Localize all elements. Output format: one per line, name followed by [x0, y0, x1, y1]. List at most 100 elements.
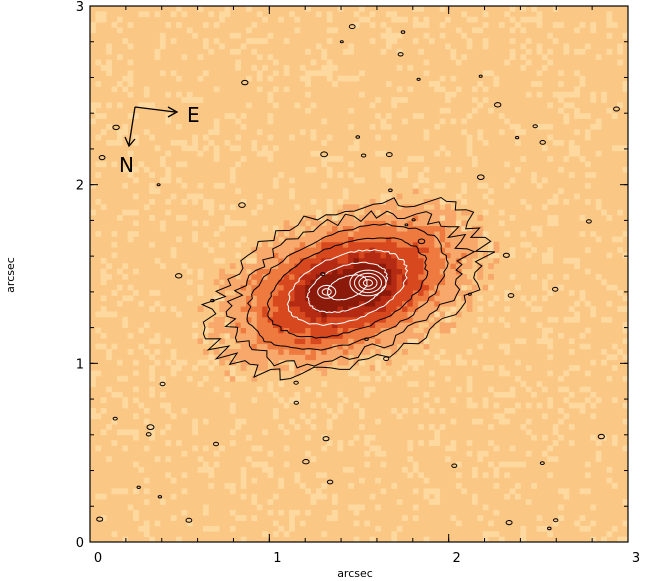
heatmap-cell — [402, 332, 408, 339]
heatmap-cell — [547, 48, 554, 55]
heatmap-cell — [369, 11, 376, 18]
heatmap-cell — [111, 488, 118, 495]
heatmap-cell — [579, 231, 586, 237]
heatmap-cell — [342, 397, 349, 404]
peak-contour — [353, 272, 383, 294]
heatmap-cell — [385, 27, 392, 34]
heatmap-cell — [380, 247, 387, 253]
heatmap-cell — [471, 472, 478, 479]
heatmap-cell — [122, 488, 129, 495]
heatmap-cell — [504, 290, 511, 296]
heatmap-cell — [283, 225, 290, 232]
heatmap-cell — [337, 295, 344, 302]
heatmap-cell — [385, 338, 392, 345]
heatmap-cell — [385, 193, 392, 200]
heatmap-cell — [224, 354, 231, 361]
heatmap-cell — [246, 322, 252, 328]
heatmap-cell — [590, 123, 597, 130]
peak-contour — [317, 284, 337, 299]
heatmap-cell — [90, 375, 96, 382]
heatmap-cell — [235, 338, 242, 345]
heatmap-cell — [428, 295, 435, 302]
heatmap-cell — [262, 274, 268, 280]
heatmap-cell — [407, 209, 414, 216]
heatmap-cell — [611, 354, 618, 361]
heatmap-cell — [439, 295, 446, 302]
heatmap-cell — [385, 284, 392, 291]
heatmap-cell — [294, 359, 301, 366]
heatmap-cell — [235, 284, 242, 291]
heatmap-cell — [272, 359, 279, 366]
heatmap-cell — [310, 456, 317, 462]
x-tick-label: 2 — [453, 551, 461, 566]
heatmap-cell — [315, 11, 322, 18]
heatmap-cell — [563, 386, 570, 393]
heatmap-cell — [396, 311, 403, 318]
heatmap-cell — [391, 215, 398, 221]
heatmap-cell — [396, 338, 403, 345]
heatmap-cell — [445, 311, 451, 318]
heatmap-cell — [466, 38, 473, 44]
heatmap-cell — [235, 332, 242, 339]
heatmap-cell — [315, 236, 322, 243]
heatmap-cell — [380, 204, 387, 211]
heatmap-cell — [267, 472, 274, 479]
heatmap-cell — [202, 220, 209, 227]
heatmap-cell — [170, 413, 177, 420]
heatmap-cell — [428, 209, 435, 216]
heatmap-cell — [547, 402, 554, 409]
heatmap-cell — [439, 241, 446, 248]
heatmap-cell — [428, 381, 435, 387]
heatmap-cell — [369, 263, 376, 270]
heatmap-cell — [267, 247, 274, 253]
heatmap-cell — [515, 461, 521, 468]
heatmap-cell — [434, 268, 441, 275]
heatmap-cell — [520, 198, 527, 205]
heatmap-cell — [359, 375, 365, 382]
heatmap-cell — [321, 472, 328, 479]
heatmap-cell — [471, 16, 478, 23]
heatmap-cell — [332, 322, 338, 328]
heatmap-cell — [186, 375, 193, 382]
heatmap-cell — [170, 365, 177, 371]
heatmap-cell — [202, 525, 209, 532]
heatmap-cell — [450, 220, 457, 227]
heatmap-cell — [584, 327, 591, 334]
heatmap-cell — [493, 81, 500, 87]
heatmap-cell — [504, 295, 511, 302]
heatmap-cell — [251, 284, 258, 291]
heatmap-cell — [246, 263, 252, 270]
heatmap-cell — [348, 257, 355, 264]
heatmap-cell — [391, 306, 398, 312]
heatmap-cell — [428, 408, 435, 414]
heatmap-cell — [294, 300, 301, 307]
heatmap-cell — [170, 370, 177, 377]
heatmap-cell — [283, 241, 290, 248]
heatmap-cell — [111, 140, 118, 146]
heatmap-cell — [520, 424, 527, 430]
heatmap-cell — [149, 365, 155, 371]
heatmap-cell — [412, 231, 419, 237]
heatmap-cell — [289, 316, 295, 323]
heatmap-cell — [418, 316, 424, 323]
heatmap-cell — [176, 75, 182, 82]
heatmap-cell — [590, 91, 597, 98]
heatmap-cell — [256, 150, 263, 157]
heatmap-cell — [455, 386, 462, 393]
heatmap-cell — [165, 177, 172, 184]
heatmap-cell — [213, 38, 220, 44]
heatmap-cell — [299, 236, 306, 243]
heatmap-cell — [353, 140, 360, 146]
x-axis-title: arcsec — [337, 567, 373, 580]
heatmap-cell — [310, 295, 317, 302]
heatmap-cell — [391, 252, 398, 259]
heatmap-cell — [504, 349, 511, 355]
heatmap-cell — [240, 354, 247, 361]
heatmap-cell — [315, 220, 322, 227]
noise-contour — [417, 238, 426, 245]
heatmap-cell — [321, 182, 328, 189]
heatmap-cell — [267, 450, 274, 457]
heatmap-cell — [342, 354, 349, 361]
heatmap-cell — [611, 284, 618, 291]
noise-contour — [112, 124, 120, 131]
